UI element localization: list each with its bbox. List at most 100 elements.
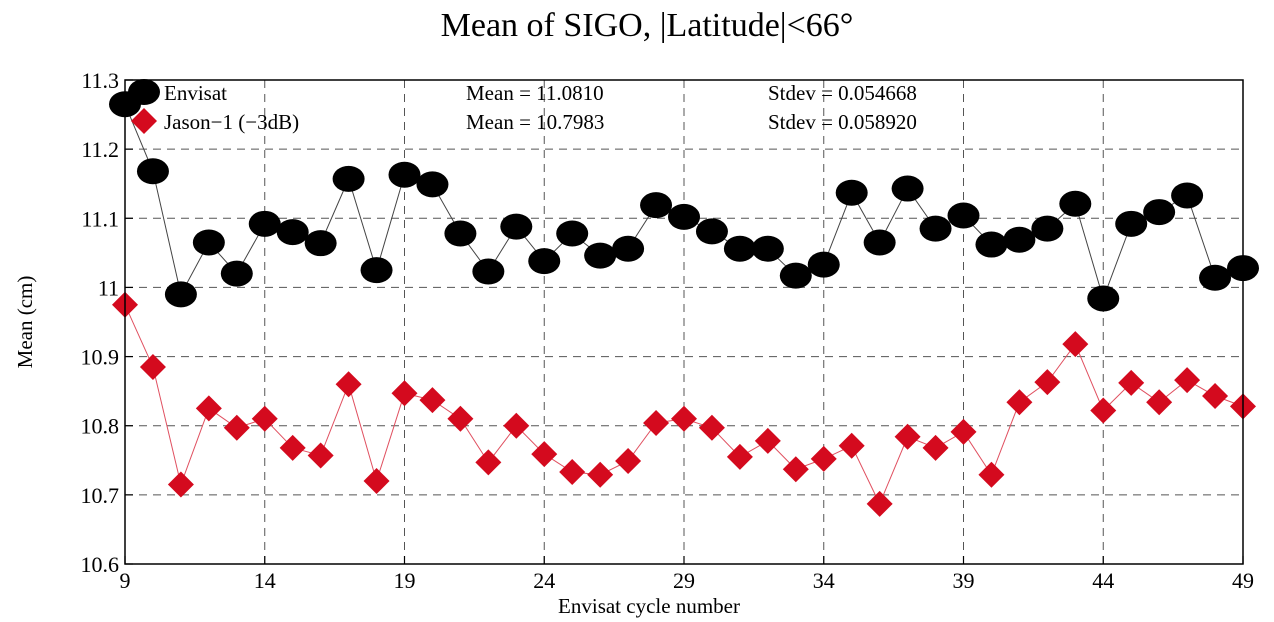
legend-jason1-marker [131,108,157,134]
jason1-point [335,371,362,398]
envisat-point [416,171,449,198]
x-tick-label: 44 [1092,568,1114,593]
jason1-point [1006,389,1033,416]
jason1-point [950,418,977,445]
grid [125,80,1243,564]
series-markers [109,91,1259,517]
envisat-point [835,179,868,206]
envisat-point [444,220,477,247]
jason1-point [866,490,893,517]
legend-series-name: Jason−1 (−3dB) [164,110,299,134]
envisat-point [276,219,309,246]
envisat-point [947,202,980,229]
envisat-point [248,210,281,237]
envisat-point [1115,210,1148,237]
y-tick-label: 10.8 [81,414,120,439]
jason1-point [531,441,558,468]
envisat-point [556,220,589,247]
envisat-point [919,215,952,242]
envisat-point [863,229,896,256]
envisat-point [1087,285,1120,312]
x-tick-label: 9 [120,568,131,593]
jason1-point [726,443,753,470]
legend-series-stdev: Stdev = 0.058920 [768,110,917,134]
envisat-point [612,235,645,262]
jason1-point [894,423,921,450]
envisat-point [695,218,728,245]
y-tick-label: 11.2 [81,137,119,162]
jason1-point [1062,331,1089,358]
y-axis-label: Mean (cm) [13,276,37,369]
jason1-point [503,412,530,439]
envisat-point [192,229,225,256]
jason1-point [251,405,278,432]
envisat-point [1059,190,1092,217]
jason1-point [671,405,697,432]
x-axis-label: Envisat cycle number [558,594,740,618]
legend-envisat-marker [128,79,160,105]
jason1-point [419,387,446,414]
envisat-point [640,192,673,219]
y-tick-label: 10.7 [81,483,120,508]
envisat-point [779,262,812,289]
envisat-point [891,175,924,202]
jason1-point [363,468,390,495]
envisat-point [332,165,365,192]
jason1-point [391,380,418,407]
jason1-point [754,427,781,454]
jason1-point [1034,369,1061,396]
jason1-point [1202,382,1229,409]
y-tick-label: 11.3 [81,68,119,93]
legend-series-mean: Mean = 10.7983 [466,110,604,134]
y-tick-label: 11.1 [81,206,119,231]
jason1-point [1118,369,1145,396]
envisat-point [164,281,197,308]
y-tick-label: 10.9 [81,345,120,370]
jason1-point [643,409,670,436]
jason1-point [167,471,194,498]
jason1-point [475,449,502,476]
envisat-point [500,213,533,240]
envisat-point [807,251,840,278]
envisat-point [751,235,784,262]
chart-title: Mean of SIGO, |Latitude|<66° [441,7,854,44]
envisat-point [1199,264,1232,291]
legend-series-name: Envisat [164,81,227,105]
jason1-point [1146,389,1173,416]
envisat-point [584,242,617,269]
jason1-point [1174,367,1201,394]
envisat-point [975,231,1008,258]
envisat-point [136,158,169,185]
envisat-point [668,203,700,230]
jason1-point [978,461,1005,488]
jason1-point [223,414,250,441]
envisat-point [472,258,505,285]
y-tick-label: 11 [98,275,119,300]
legend: Envisat Mean = 11.0810 Stdev = 0.054668 Jas… [128,79,917,134]
jason1-point [195,395,222,422]
envisat-point [388,161,421,188]
jason1-point [559,459,586,486]
jason1-point [810,445,837,472]
envisat-point [304,230,337,257]
envisat-point [528,248,561,275]
jason1-point [1090,397,1117,424]
envisat-point [220,260,253,287]
envisat-point [1171,182,1204,209]
envisat-point [1031,215,1064,242]
envisat-point [1143,199,1176,226]
jason1-point [139,353,166,380]
jason1-point [587,461,614,488]
jason1-point [615,447,642,474]
y-tick-label: 10.6 [81,552,120,577]
jason1-point [279,434,306,461]
jason1-point [447,405,474,432]
x-tick-label: 14 [254,568,276,593]
x-tick-label: 39 [953,568,975,593]
x-tick-label: 29 [673,568,695,593]
envisat-point [723,235,756,262]
x-tick-label: 49 [1232,568,1254,593]
axis-ticks: 9 14 19 24 29 34 39 44 49 10.6 10.7 10.8 10.9 11 11.1 1… [81,68,1255,593]
envisat-point [1003,226,1036,253]
